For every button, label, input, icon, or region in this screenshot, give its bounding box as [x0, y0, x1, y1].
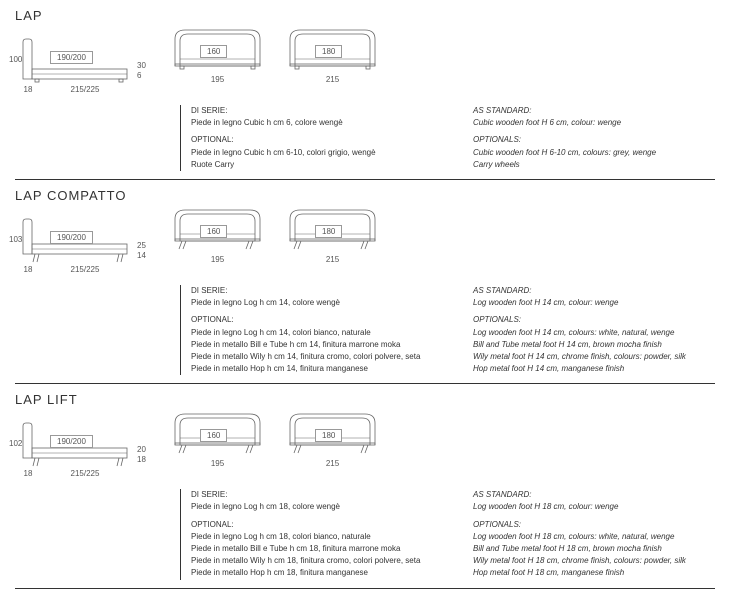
- drawings-row: 102 190/200 20 18 18 215/225: [15, 411, 385, 481]
- std-head: AS STANDARD:: [473, 285, 715, 296]
- front-below-dim: 215: [285, 255, 380, 264]
- spec-opt-line: Piede in metallo Wily h cm 14, finitura …: [191, 351, 433, 362]
- front-below-dim: 215: [285, 459, 380, 468]
- side-inner-dim: 190/200: [50, 435, 93, 448]
- side-view-drawing: 100 190/200 30 6 18 215/225: [15, 37, 155, 97]
- opt-head: OPTIONAL:: [191, 134, 433, 145]
- side-hb-dim: 18: [21, 265, 35, 274]
- spec-opt-en-line: Carry wheels: [473, 159, 715, 170]
- front-view-drawing: 160 195: [170, 207, 270, 277]
- opt-en-head: OPTIONALS:: [473, 519, 715, 530]
- spec-opt-en-line: Cubic wooden foot H 6-10 cm, colours: gr…: [473, 147, 715, 158]
- side-len-dim: 215/225: [40, 265, 130, 274]
- spec-opt-line: Piede in legno Cubic h cm 6-10, colori g…: [191, 147, 433, 158]
- std-head: AS STANDARD:: [473, 489, 715, 500]
- front-view-drawing: 180 215: [285, 207, 385, 277]
- spec-col-it: DI SERIE: Piede in legno Log h cm 14, co…: [191, 285, 433, 375]
- spec-col-it: DI SERIE: Piede in legno Log h cm 18, co…: [191, 489, 433, 579]
- serie-head: DI SERIE:: [191, 105, 433, 116]
- spec-col-en: AS STANDARD: Cubic wooden foot H 6 cm, c…: [473, 105, 715, 171]
- side-inner-dim: 190/200: [50, 51, 93, 64]
- spec-opt-en-line: Bill and Tube metal foot H 18 cm, brown …: [473, 543, 715, 554]
- product-section: LAP 100 190/200 30 6 18 215/225: [15, 8, 715, 180]
- side-view-drawing: 103 190/200 25 14 18 215/225: [15, 217, 155, 277]
- front-below-dim: 195: [170, 255, 265, 264]
- opt-en-head: OPTIONALS:: [473, 314, 715, 325]
- serie-head: DI SERIE:: [191, 285, 433, 296]
- front-below-dim: 215: [285, 75, 380, 84]
- front-inner-dim: 160: [200, 45, 227, 58]
- spec-opt-line: Piede in legno Log h cm 14, colori bianc…: [191, 327, 433, 338]
- front-below-dim: 195: [170, 75, 265, 84]
- spec-opt-line: Piede in metallo Bill e Tube h cm 14, fi…: [191, 339, 433, 350]
- spec-opt-en-line: Log wooden foot H 14 cm, colours: white,…: [473, 327, 715, 338]
- std-head: AS STANDARD:: [473, 105, 715, 116]
- side-len-dim: 215/225: [40, 469, 130, 478]
- side-hb-dim: 18: [21, 85, 35, 94]
- spec-col-en: AS STANDARD: Log wooden foot H 14 cm, co…: [473, 285, 715, 375]
- spec-std-line: Cubic wooden foot H 6 cm, colour: wenge: [473, 117, 715, 128]
- specs-row: DI SERIE: Piede in legno Log h cm 14, co…: [180, 285, 715, 375]
- product-section: LAP LIFT 102 190/200 20 18 18 215/225: [15, 392, 715, 588]
- section-title: LAP: [15, 8, 715, 23]
- side-hb-dim: 18: [21, 469, 35, 478]
- section-title: LAP LIFT: [15, 392, 715, 407]
- spec-opt-line: Piede in metallo Hop h cm 18, finitura m…: [191, 567, 433, 578]
- serie-head: DI SERIE:: [191, 489, 433, 500]
- spec-opt-en-line: Hop metal foot H 14 cm, manganese finish: [473, 363, 715, 374]
- front-inner-dim: 160: [200, 225, 227, 238]
- product-section: LAP COMPATTO 103 190/200 25 14 18 215/22…: [15, 188, 715, 384]
- spec-opt-en-line: Log wooden foot H 18 cm, colours: white,…: [473, 531, 715, 542]
- front-inner-dim: 180: [315, 45, 342, 58]
- side-height-dim: 100: [9, 55, 22, 64]
- spec-opt-en-line: Wily metal foot H 14 cm, chrome finish, …: [473, 351, 715, 362]
- spec-serie-line: Piede in legno Cubic h cm 6, colore weng…: [191, 117, 433, 128]
- side-height-dim: 102: [9, 439, 22, 448]
- spec-opt-line: Ruote Carry: [191, 159, 433, 170]
- spec-col-en: AS STANDARD: Log wooden foot H 18 cm, co…: [473, 489, 715, 579]
- side-view-drawing: 102 190/200 20 18 18 215/225: [15, 421, 155, 481]
- side-h2-dim: 18: [137, 455, 146, 464]
- opt-head: OPTIONAL:: [191, 519, 433, 530]
- specs-row: DI SERIE: Piede in legno Log h cm 18, co…: [180, 489, 715, 579]
- spec-std-line: Log wooden foot H 14 cm, colour: wenge: [473, 297, 715, 308]
- front-inner-dim: 180: [315, 429, 342, 442]
- side-h1-dim: 25: [137, 241, 146, 250]
- front-view-drawing: 160 195: [170, 411, 270, 481]
- side-h2-dim: 6: [137, 71, 141, 80]
- side-h1-dim: 30: [137, 61, 146, 70]
- spec-serie-line: Piede in legno Log h cm 14, colore wengè: [191, 297, 433, 308]
- spec-opt-en-line: Bill and Tube metal foot H 14 cm, brown …: [473, 339, 715, 350]
- front-inner-dim: 160: [200, 429, 227, 442]
- spec-std-line: Log wooden foot H 18 cm, colour: wenge: [473, 501, 715, 512]
- spec-opt-line: Piede in metallo Wily h cm 18, finitura …: [191, 555, 433, 566]
- spec-opt-en-line: Hop metal foot H 18 cm, manganese finish: [473, 567, 715, 578]
- side-len-dim: 215/225: [40, 85, 130, 94]
- specs-row: DI SERIE: Piede in legno Cubic h cm 6, c…: [180, 105, 715, 171]
- drawings-row: 103 190/200 25 14 18 215/225: [15, 207, 385, 277]
- spec-opt-en-line: Wily metal foot H 18 cm, chrome finish, …: [473, 555, 715, 566]
- opt-head: OPTIONAL:: [191, 314, 433, 325]
- front-below-dim: 195: [170, 459, 265, 468]
- section-title: LAP COMPATTO: [15, 188, 715, 203]
- spec-opt-line: Piede in metallo Hop h cm 14, finitura m…: [191, 363, 433, 374]
- opt-en-head: OPTIONALS:: [473, 134, 715, 145]
- front-view-drawing: 180 215: [285, 27, 385, 97]
- front-view-drawing: 180 215: [285, 411, 385, 481]
- side-h1-dim: 20: [137, 445, 146, 454]
- side-height-dim: 103: [9, 235, 22, 244]
- spec-opt-line: Piede in legno Log h cm 18, colori bianc…: [191, 531, 433, 542]
- drawings-row: 100 190/200 30 6 18 215/225: [15, 27, 385, 97]
- spec-col-it: DI SERIE: Piede in legno Cubic h cm 6, c…: [191, 105, 433, 171]
- side-inner-dim: 190/200: [50, 231, 93, 244]
- front-inner-dim: 180: [315, 225, 342, 238]
- spec-serie-line: Piede in legno Log h cm 18, colore wengè: [191, 501, 433, 512]
- spec-opt-line: Piede in metallo Bill e Tube h cm 18, fi…: [191, 543, 433, 554]
- side-h2-dim: 14: [137, 251, 146, 260]
- front-view-drawing: 160 195: [170, 27, 270, 97]
